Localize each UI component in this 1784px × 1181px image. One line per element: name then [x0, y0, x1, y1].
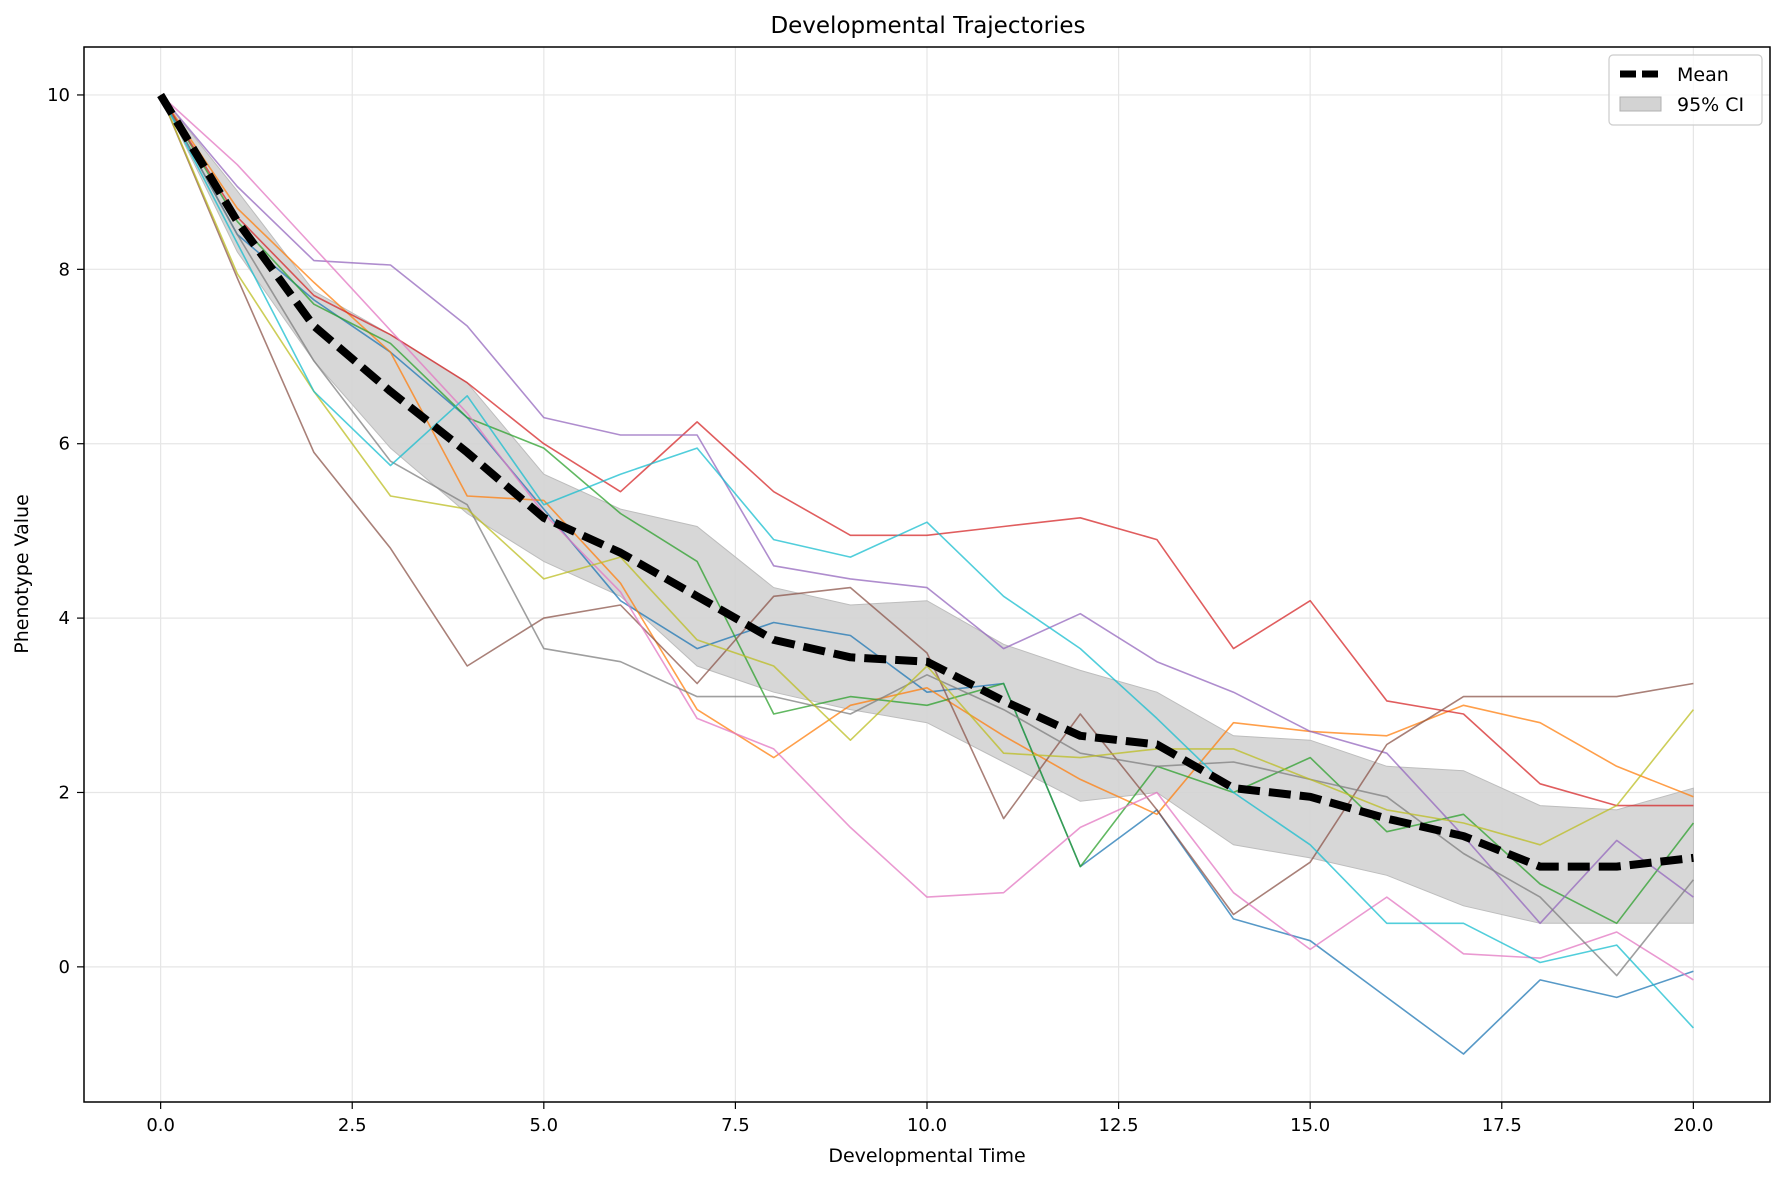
y-tick-label: 10 — [47, 85, 70, 106]
trajectory-line-7 — [160, 94, 1694, 981]
x-tick-label: 5.0 — [529, 1115, 558, 1136]
trajectory-line-4 — [159, 94, 1694, 807]
trajectory-line-3 — [159, 94, 1695, 925]
trajectory-line-5 — [159, 94, 1694, 925]
mean-line — [157, 92, 1694, 871]
x-tick-label: 20.0 — [1673, 1115, 1713, 1136]
trajectory-line-1 — [159, 94, 1694, 1055]
y-tick-label: 4 — [59, 608, 70, 629]
y-tick-label: 0 — [59, 957, 70, 978]
mean-layer — [157, 92, 1694, 871]
y-tick-label: 8 — [59, 259, 70, 280]
x-tick-label: 17.5 — [1482, 1115, 1522, 1136]
x-tick-label: 15.0 — [1290, 1115, 1330, 1136]
series-layer — [159, 94, 1695, 1055]
x-axis-label: Developmental Time — [828, 1145, 1025, 1167]
y-tick-label: 6 — [59, 434, 70, 455]
chart-title: Developmental Trajectories — [770, 13, 1085, 39]
y-axis-label: Phenotype Value — [11, 494, 33, 654]
trajectory-line-6 — [159, 94, 1694, 916]
x-tick-label: 2.5 — [338, 1115, 367, 1136]
x-tick-label: 12.5 — [1099, 1115, 1139, 1136]
trajectory-line-8 — [159, 94, 1695, 977]
trajectory-line-10 — [159, 94, 1694, 1029]
legend: Mean 95% CI — [1608, 54, 1763, 126]
tick-layer: 0.0 2.5 5.0 7.5 10.0 12.5 15.0 17.5 20.0 0 2 4 6 8 10 — [47, 85, 1713, 1136]
x-tick-label: 10.0 — [907, 1115, 947, 1136]
x-tick-label: 0.0 — [146, 1115, 175, 1136]
legend-ci-label: 95% CI — [1677, 94, 1744, 116]
legend-mean-label: Mean — [1677, 64, 1729, 86]
y-tick-label: 2 — [59, 782, 70, 803]
x-tick-label: 7.5 — [721, 1115, 750, 1136]
trajectory-line-2 — [159, 94, 1694, 816]
legend-ci-swatch — [1619, 96, 1662, 112]
